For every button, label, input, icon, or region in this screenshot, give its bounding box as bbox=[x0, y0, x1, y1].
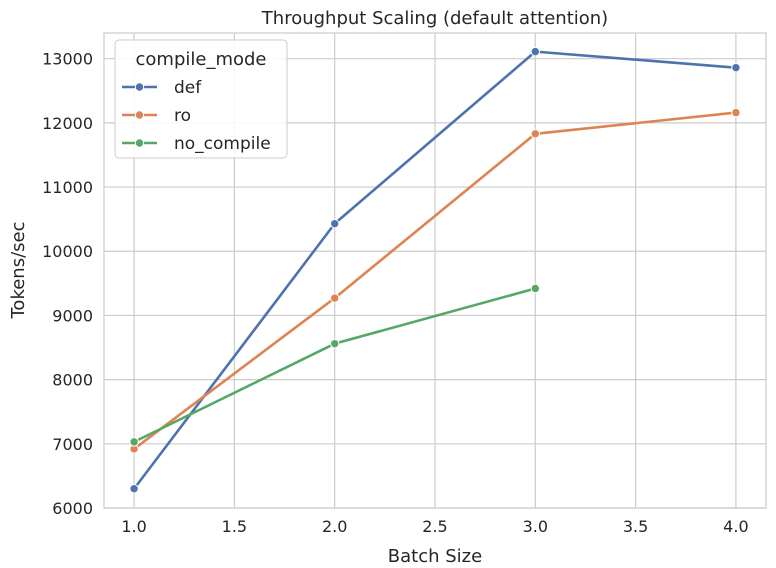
legend: compile_mode def ro no_compile bbox=[114, 39, 288, 159]
x-tick-label: 3.0 bbox=[523, 517, 548, 536]
series-no_compile bbox=[129, 283, 541, 447]
plot-frame bbox=[103, 32, 767, 509]
y-tick-labels: 6000 7000 8000 9000 10000 11000 12000 13000 bbox=[42, 50, 93, 518]
y-tick-label: 11000 bbox=[42, 178, 93, 197]
chart-title: Throughput Scaling (default attention) bbox=[261, 8, 608, 29]
legend-item-no_compile: no_compile bbox=[122, 134, 271, 154]
y-tick-label: 10000 bbox=[42, 242, 93, 261]
data-point-def bbox=[731, 62, 741, 73]
legend-label: no_compile bbox=[174, 134, 271, 154]
x-tick-label: 3.5 bbox=[623, 517, 648, 536]
data-point-no_compile bbox=[530, 283, 541, 294]
y-axis-label: Tokens/sec bbox=[8, 221, 29, 319]
legend-label: ro bbox=[174, 106, 191, 126]
y-tick-label: 12000 bbox=[42, 114, 93, 133]
y-tick-label: 6000 bbox=[52, 499, 93, 518]
data-point-ro bbox=[530, 129, 541, 139]
series-line-def bbox=[132, 50, 738, 491]
data-point-no_compile bbox=[129, 437, 139, 447]
legend-box bbox=[114, 39, 288, 159]
data-point-def bbox=[129, 484, 139, 494]
x-axis-label: Batch Size bbox=[388, 546, 482, 567]
legend-swatch-marker bbox=[134, 110, 145, 120]
data-point-def bbox=[530, 46, 541, 57]
series-line-ro bbox=[132, 111, 738, 451]
data-point-def bbox=[329, 218, 340, 229]
y-tick-label: 13000 bbox=[42, 50, 93, 69]
x-tick-label: 2.0 bbox=[322, 517, 347, 536]
x-tick-label: 1.0 bbox=[121, 517, 146, 536]
y-tick-label: 9000 bbox=[52, 306, 93, 325]
legend-title: compile_mode bbox=[136, 49, 267, 70]
data-point-ro bbox=[731, 107, 741, 118]
series-group bbox=[129, 46, 741, 494]
data-point-ro bbox=[329, 293, 340, 303]
data-point-no_compile bbox=[329, 338, 340, 349]
legend-item-def: def bbox=[122, 78, 202, 98]
x-tick-label: 4.0 bbox=[723, 517, 748, 536]
legend-swatch-marker bbox=[134, 82, 145, 92]
x-tick-label: 2.5 bbox=[422, 517, 447, 536]
series-def bbox=[129, 46, 741, 494]
y-tick-label: 8000 bbox=[52, 371, 93, 390]
legend-items: def ro no_compile bbox=[122, 78, 271, 154]
legend-swatch-marker bbox=[134, 138, 145, 148]
x-tick-label: 1.5 bbox=[222, 517, 247, 536]
x-tick-labels: 1.0 1.5 2.0 2.5 3.0 3.5 4.0 bbox=[121, 517, 748, 536]
legend-label: def bbox=[174, 78, 202, 98]
legend-item-ro: ro bbox=[122, 106, 191, 126]
series-ro bbox=[129, 107, 741, 454]
y-tick-label: 7000 bbox=[52, 435, 93, 454]
